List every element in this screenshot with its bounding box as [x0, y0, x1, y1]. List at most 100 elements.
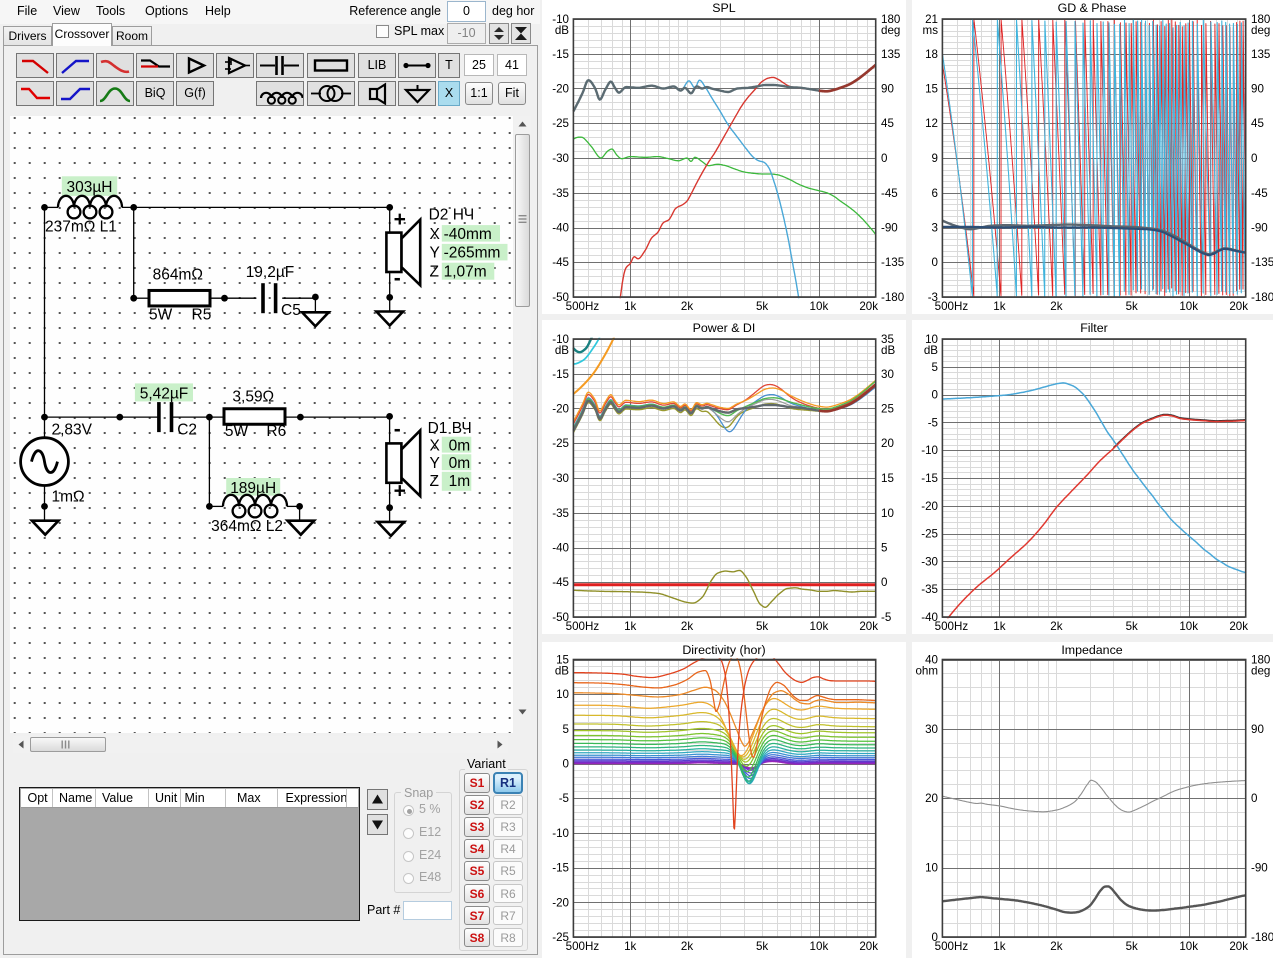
svg-text:10k: 10k: [1179, 620, 1198, 633]
svg-text:-10: -10: [552, 13, 569, 26]
svg-text:20k: 20k: [859, 300, 878, 313]
svg-text:Directivity (hor): Directivity (hor): [682, 643, 765, 657]
svg-text:180: 180: [881, 13, 900, 26]
svg-text:6: 6: [932, 187, 938, 200]
svg-text:-25: -25: [921, 528, 938, 541]
svg-text:90: 90: [1251, 83, 1264, 96]
svg-text:Y: Y: [430, 245, 440, 262]
svg-text:0: 0: [563, 758, 569, 771]
svg-text:10k: 10k: [810, 300, 829, 313]
svg-text:GD & Phase: GD & Phase: [1058, 1, 1127, 15]
svg-text:-15: -15: [552, 862, 569, 875]
svg-text:3: 3: [932, 222, 938, 235]
svg-text:1m: 1m: [449, 473, 471, 490]
svg-text:35: 35: [881, 333, 894, 346]
svg-text:-20: -20: [921, 500, 938, 513]
svg-text:2k: 2k: [681, 620, 693, 633]
svg-text:-40: -40: [552, 222, 569, 235]
svg-text:1k: 1k: [624, 940, 636, 953]
svg-text:-: -: [394, 418, 401, 441]
svg-text:237mΩ L1: 237mΩ L1: [45, 219, 117, 236]
svg-text:1k: 1k: [993, 940, 1005, 953]
svg-text:C5: C5: [281, 302, 301, 319]
svg-text:0: 0: [881, 576, 887, 589]
svg-text:-40: -40: [552, 542, 569, 555]
svg-text:-5: -5: [928, 416, 938, 429]
svg-text:-90: -90: [1251, 862, 1268, 875]
svg-text:5k: 5k: [1126, 620, 1138, 633]
svg-text:2,83V: 2,83V: [52, 422, 93, 439]
svg-text:0: 0: [881, 152, 887, 165]
svg-text:-265mm: -265mm: [444, 245, 501, 262]
svg-text:1k: 1k: [993, 620, 1005, 633]
svg-text:R5: R5: [192, 307, 212, 324]
svg-text:1mΩ: 1mΩ: [52, 488, 85, 505]
svg-text:-30: -30: [552, 472, 569, 485]
svg-text:1k: 1k: [624, 620, 636, 633]
svg-text:-50: -50: [552, 611, 569, 624]
svg-text:R6: R6: [266, 423, 286, 440]
svg-text:5: 5: [563, 723, 569, 736]
svg-text:5k: 5k: [756, 940, 768, 953]
svg-text:Impedance: Impedance: [1061, 643, 1122, 657]
svg-text:Power & DI: Power & DI: [693, 321, 756, 335]
svg-text:-45: -45: [1251, 187, 1268, 200]
svg-text:dB: dB: [555, 665, 569, 678]
svg-text:-15: -15: [921, 472, 938, 485]
svg-text:5k: 5k: [1126, 300, 1138, 313]
svg-text:10k: 10k: [1179, 300, 1198, 313]
svg-text:Y: Y: [430, 455, 440, 472]
svg-text:3,59Ω: 3,59Ω: [232, 389, 274, 406]
svg-text:2k: 2k: [681, 300, 693, 313]
svg-text:20: 20: [881, 437, 894, 450]
svg-text:-135: -135: [1251, 256, 1273, 269]
svg-text:deg: deg: [1251, 665, 1270, 678]
svg-text:-45: -45: [552, 256, 569, 269]
svg-text:D2 НЧ: D2 НЧ: [429, 207, 475, 224]
svg-text:0: 0: [1251, 792, 1257, 805]
svg-text:-40mm: -40mm: [444, 226, 492, 243]
svg-text:dB: dB: [555, 344, 569, 357]
svg-text:-20: -20: [552, 896, 569, 909]
svg-text:500Hz: 500Hz: [935, 620, 969, 633]
svg-text:180: 180: [1251, 13, 1270, 26]
svg-text:-35: -35: [921, 583, 938, 596]
svg-text:-10: -10: [552, 827, 569, 840]
svg-text:364mΩ L2: 364mΩ L2: [211, 518, 283, 535]
svg-text:D1 ВЧ: D1 ВЧ: [428, 420, 472, 437]
svg-text:18: 18: [925, 48, 938, 61]
svg-text:-10: -10: [552, 333, 569, 346]
svg-text:-45: -45: [881, 187, 898, 200]
svg-text:-5: -5: [559, 792, 569, 805]
svg-text:1,07m: 1,07m: [444, 263, 487, 280]
svg-text:dB: dB: [924, 344, 938, 357]
svg-text:5k: 5k: [756, 620, 768, 633]
svg-text:9: 9: [932, 152, 938, 165]
svg-text:20: 20: [925, 792, 938, 805]
svg-text:90: 90: [1251, 723, 1264, 736]
svg-text:2k: 2k: [1050, 940, 1062, 953]
svg-text:1k: 1k: [624, 300, 636, 313]
svg-text:15: 15: [925, 83, 938, 96]
svg-text:-20: -20: [552, 403, 569, 416]
svg-text:Filter: Filter: [1080, 321, 1108, 335]
svg-text:-30: -30: [921, 555, 938, 568]
svg-text:5k: 5k: [1126, 940, 1138, 953]
svg-text:-90: -90: [881, 222, 898, 235]
svg-text:-25: -25: [552, 437, 569, 450]
svg-text:SPL: SPL: [712, 1, 736, 15]
svg-text:20k: 20k: [1229, 940, 1248, 953]
svg-text:-35: -35: [552, 187, 569, 200]
svg-text:0: 0: [932, 389, 938, 402]
svg-text:Z: Z: [430, 263, 439, 280]
svg-text:-35: -35: [552, 507, 569, 520]
svg-text:0m: 0m: [449, 455, 471, 472]
svg-text:2k: 2k: [1050, 300, 1062, 313]
svg-text:90: 90: [881, 83, 894, 96]
svg-text:0m: 0m: [449, 438, 471, 455]
svg-text:45: 45: [1251, 117, 1264, 130]
svg-text:180: 180: [1251, 654, 1270, 667]
svg-text:5: 5: [932, 361, 938, 374]
svg-text:500Hz: 500Hz: [566, 620, 600, 633]
svg-text:10k: 10k: [810, 940, 829, 953]
